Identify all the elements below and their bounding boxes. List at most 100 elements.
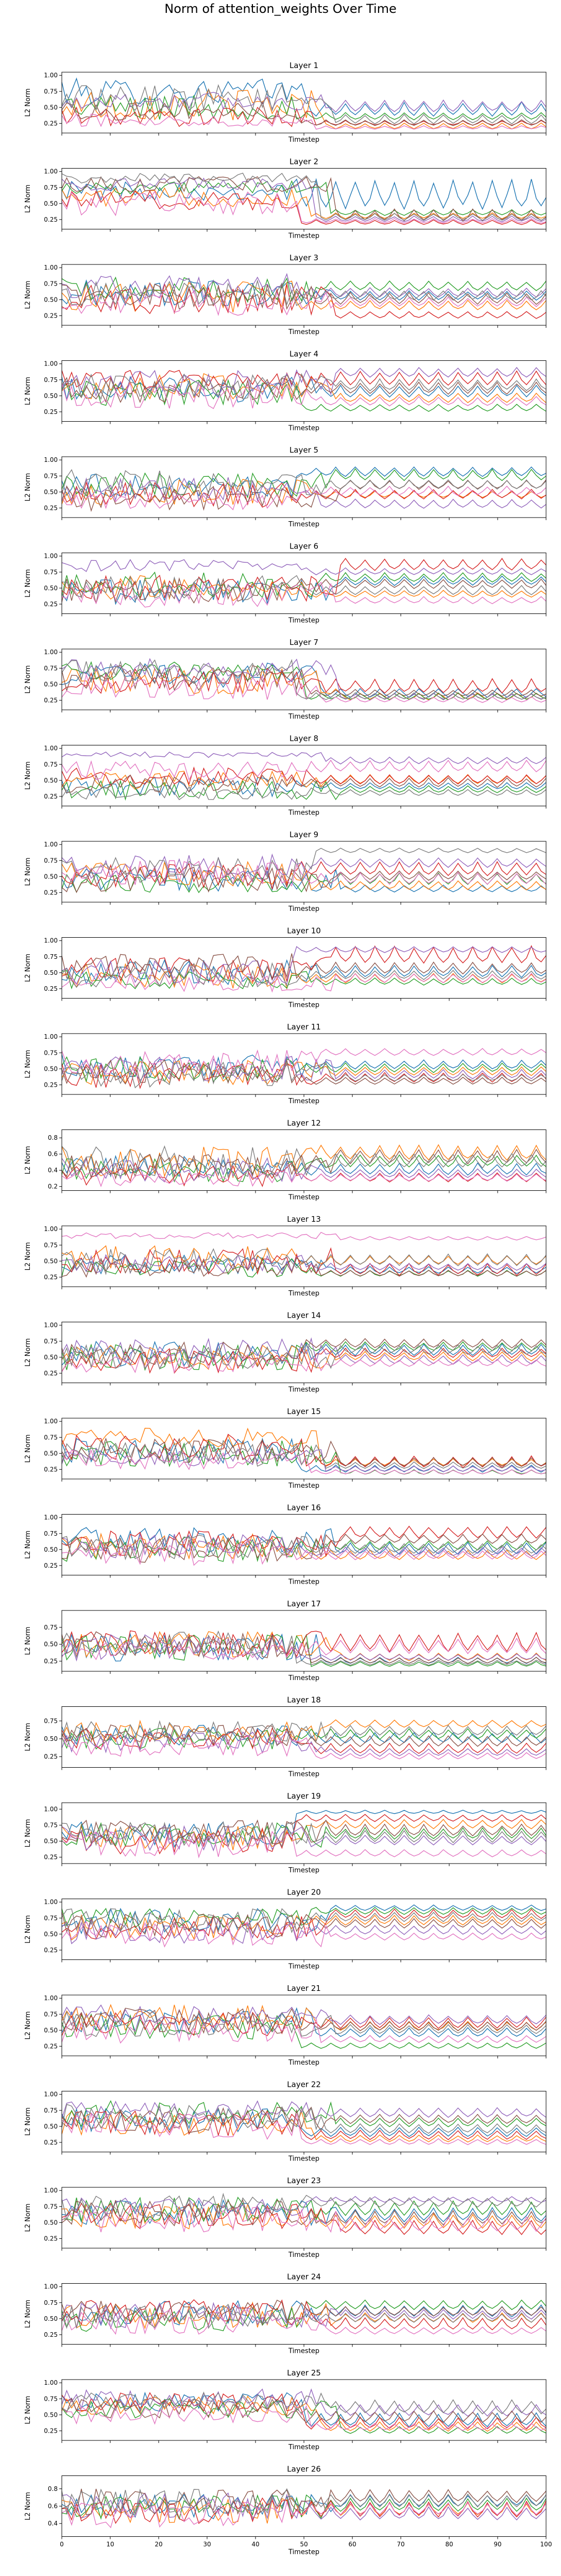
series-line-head-4: [62, 177, 546, 223]
series-line-head-3: [62, 1525, 546, 1557]
y-tick-label: 1.00: [44, 937, 58, 944]
figure-title: Norm of attention_weights Over Time: [164, 2, 397, 16]
y-axis-label: L2 Norm: [24, 2107, 32, 2136]
series-line-head-0: [62, 2107, 546, 2137]
x-axis-label: Timestep: [288, 425, 319, 433]
y-tick-label: 0.50: [44, 2315, 58, 2322]
subplot-layer-14: Layer 14 0.25 0.50 0.75 1.00 L2 Norm Timestep: [24, 1311, 547, 1394]
y-tick-label: 0.25: [44, 1466, 58, 1473]
y-tick-label: 1.00: [44, 168, 58, 175]
subplot-layer-26: Layer 26 0.4 0.6 0.8 L2 Norm 0 10 20 30 40 50 60 70 8…: [24, 2465, 552, 2556]
y-axis-label: L2 Norm: [24, 665, 32, 693]
series-line-head-3: [62, 1247, 546, 1276]
y-tick-label: 0.25: [44, 889, 58, 896]
y-tick-label: 1.00: [44, 1514, 58, 1521]
subplot-layer-16: Layer 16 0.25 0.50 0.75 1.00 L2 Norm Timestep: [24, 1503, 547, 1586]
series-line-head-6: [62, 972, 546, 993]
series-line-head-4: [62, 853, 546, 879]
series-line-head-6: [62, 382, 546, 409]
subplot-layer-24: Layer 24 0.25 0.50 0.75 1.00 L2 Norm Timestep: [24, 2272, 547, 2355]
y-tick-label: 0.75: [44, 1624, 58, 1631]
x-axis-label: Timestep: [288, 2444, 319, 2451]
y-tick-label: 0.50: [44, 2411, 58, 2418]
y-tick-label: 0.25: [44, 2139, 58, 2146]
subplot-layer-13: Layer 13 0.25 0.50 0.75 1.00 L2 Norm Timestep: [24, 1215, 547, 1298]
series-line-head-7: [62, 2488, 546, 2515]
subplot-title: Layer 1: [290, 61, 318, 70]
series-line-head-0: [62, 2493, 546, 2519]
series-line-head-7: [62, 575, 546, 602]
y-tick-label: 0.4: [48, 1167, 58, 1174]
series-line-head-6: [62, 1735, 546, 1760]
y-axis-label: L2 Norm: [24, 2300, 32, 2328]
y-axis-label: L2 Norm: [24, 1723, 32, 1751]
x-axis-label: Timestep: [288, 2059, 319, 2067]
y-tick-label: 1.00: [44, 841, 58, 848]
series-line-head-6: [62, 1540, 546, 1566]
series-line-head-2: [62, 2494, 546, 2520]
series-line-head-2: [62, 1727, 546, 1750]
subplot-title: Layer 14: [287, 1311, 321, 1320]
x-axis-label: Timestep: [288, 713, 319, 721]
y-tick-label: 1.00: [44, 2379, 58, 2386]
y-tick-label: 1.00: [44, 2091, 58, 2098]
series-line-head-1: [62, 861, 546, 891]
series-line-head-7: [62, 1908, 546, 1934]
series-line-head-4: [62, 367, 546, 397]
series-line-head-1: [62, 187, 546, 220]
y-tick-label: 0.25: [44, 1273, 58, 1281]
series-line-head-5: [62, 1631, 546, 1665]
y-tick-label: 0.75: [44, 1049, 58, 1056]
series-line-head-3: [62, 668, 546, 694]
series-line-head-3: [62, 2299, 546, 2331]
series-line-head-2: [62, 378, 546, 412]
series-line-head-5: [62, 1149, 546, 1180]
series-line-head-4: [62, 1731, 546, 1757]
y-axis-label: L2 Norm: [24, 1338, 32, 1367]
series-line-head-0: [62, 178, 546, 210]
y-tick-label: 0.75: [44, 953, 58, 960]
series-line-head-4: [62, 1056, 546, 1082]
y-tick-label: 0.25: [44, 2331, 58, 2338]
subplot-layer-22: Layer 22 0.25 0.50 0.75 1.00 L2 Norm Timestep: [24, 2080, 547, 2163]
y-axis-label: L2 Norm: [24, 88, 32, 117]
series-line-head-5: [62, 2398, 546, 2423]
y-tick-label: 1.00: [44, 1995, 58, 2002]
y-tick-label: 0.75: [44, 184, 58, 191]
series-line-head-1: [62, 2004, 546, 2032]
series-line-head-6: [62, 190, 546, 224]
subplot-title: Layer 13: [287, 1215, 321, 1224]
y-axis-label: L2 Norm: [24, 2011, 32, 2039]
y-axis-label: L2 Norm: [24, 857, 32, 886]
y-tick-label: 1.00: [44, 1225, 58, 1233]
y-tick-label: 0.25: [44, 408, 58, 416]
series-line-head-4: [62, 946, 546, 985]
series-line-head-7: [62, 1630, 546, 1666]
y-tick-label: 1.00: [44, 553, 58, 560]
series-line-head-1: [62, 1719, 546, 1743]
subplot-title: Layer 26: [287, 2465, 321, 2474]
y-axis-label: L2 Norm: [24, 1146, 32, 1174]
y-tick-label: 0.25: [44, 2042, 58, 2050]
series-line-head-4: [62, 1824, 546, 1852]
y-axis-label: L2 Norm: [24, 1531, 32, 1559]
subplot-layer-20: Layer 20 0.25 0.50 0.75 1.00 L2 Norm Timestep: [24, 1888, 547, 1971]
y-tick-label: 0.50: [44, 680, 58, 688]
y-tick-label: 0.50: [44, 585, 58, 592]
x-axis-label: Timestep: [288, 232, 319, 240]
series-line-head-6: [62, 759, 546, 781]
y-tick-label: 0.75: [44, 569, 58, 576]
subplot-title: Layer 17: [287, 1599, 321, 1608]
x-axis-label: Timestep: [288, 2549, 319, 2556]
y-tick-label: 0.75: [44, 857, 58, 864]
series-line-head-6: [62, 485, 546, 511]
y-tick-label: 0.50: [44, 1838, 58, 1845]
y-tick-label: 0.25: [44, 696, 58, 704]
series-line-head-7: [62, 659, 546, 701]
series-line-head-3: [62, 2392, 546, 2430]
series-line-head-6: [62, 1831, 546, 1858]
series-line-head-7: [62, 2391, 546, 2415]
y-tick-label: 0.50: [44, 2219, 58, 2226]
series-line-head-0: [62, 575, 546, 605]
y-tick-label: 1.00: [44, 2187, 58, 2194]
